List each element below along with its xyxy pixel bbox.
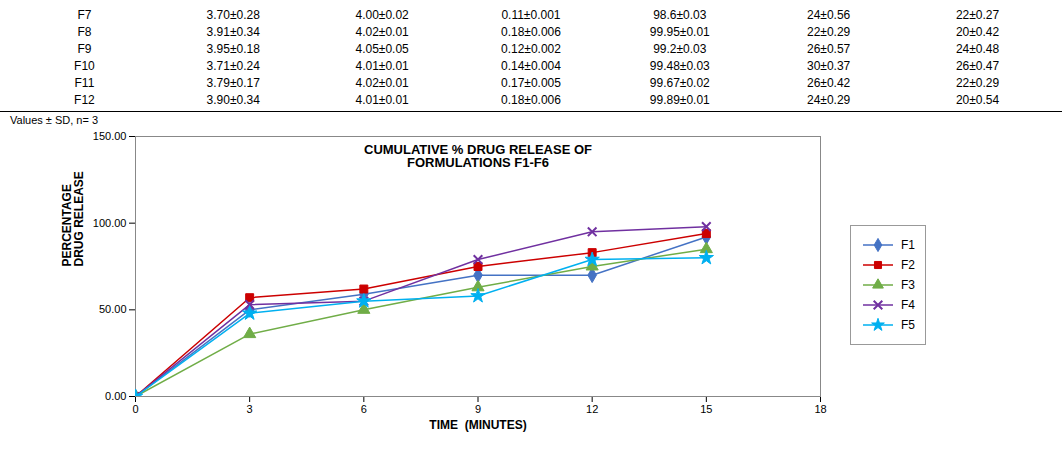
html-text:99.67±0.02: 99.67±0.02 [649,75,710,90]
html-text:F8: F8 [77,24,92,39]
html-text:3.79±0.17: 3.79±0.17 [206,75,260,90]
html-text:26±0.57: 26±0.57 [807,41,851,56]
html-text:0.12±0.002: 0.12±0.002 [501,41,561,56]
html-text:3.70±0.28: 3.70±0.28 [206,7,260,22]
html-text:99.89±0.01: 99.89±0.01 [649,92,710,107]
svg-text:9: 9 [475,403,481,415]
html-text:0.18±0.006: 0.18±0.006 [501,92,561,107]
html-text:4.01±0.01: 4.01±0.01 [355,58,409,73]
html-text:F1: F1 [901,238,915,252]
html-text:F4: F4 [901,298,915,312]
html-text:4.02±0.01: 4.02±0.01 [355,24,409,39]
html-text:4.00±0.02: 4.00±0.02 [355,7,409,22]
svg-text:50.00: 50.00 [99,303,127,315]
html-text:24±0.48: 24±0.48 [955,41,1000,56]
html-text:0.18±0.006: 0.18±0.006 [501,24,561,39]
svg-text:PERCENTAGEDRUG RELEASE: PERCENTAGEDRUG RELEASE [60,171,86,266]
html-text:0.17±0.005: 0.17±0.005 [501,75,561,90]
html-text:26±0.47: 26±0.47 [955,58,1000,73]
svg-text:0: 0 [132,403,138,415]
html-text:0.14±0.004: 0.14±0.004 [501,58,561,73]
html-text:30±0.37: 30±0.37 [807,58,851,73]
svg-text:18: 18 [814,403,826,415]
html-text:F12: F12 [74,92,95,107]
html-text:3.90±0.34: 3.90±0.34 [206,92,260,107]
html-text:99.95±0.01: 99.95±0.01 [649,24,710,39]
html-text:F2: F2 [901,258,915,272]
html-text:3.71±0.24: 3.71±0.24 [206,58,260,73]
html-text:F7: F7 [77,7,92,22]
html-text:F5: F5 [901,318,915,332]
html-text:22±0.27: 22±0.27 [955,7,1000,22]
html-text:3.91±0.34: 3.91±0.34 [206,24,260,39]
html-text:22±0.29: 22±0.29 [807,24,851,39]
html-text:4.05±0.05: 4.05±0.05 [355,41,409,56]
svg-text:CUMULATIVE % DRUG RELEASE OFFO: CUMULATIVE % DRUG RELEASE OFFORMULATIONS… [364,142,592,170]
html-text:Values ± SD, n= 3: Values ± SD, n= 3 [10,114,99,126]
svg-text:0.00: 0.00 [105,390,126,402]
html-text:F3: F3 [901,278,915,292]
html-text:F11: F11 [74,75,95,90]
html-text:4.01±0.01: 4.01±0.01 [355,92,409,107]
html-text:F9: F9 [77,41,92,56]
html-text:4.02±0.01: 4.02±0.01 [355,75,409,90]
svg-text:100.00: 100.00 [93,217,127,229]
svg-text:3: 3 [247,403,253,415]
svg-text:150.00: 150.00 [93,130,127,142]
html-text:F10: F10 [74,58,95,73]
html-text:20±0.42: 20±0.42 [955,24,1000,39]
html-text:98.6±0.03: 98.6±0.03 [653,7,707,22]
svg-text:15: 15 [700,403,712,415]
html-text:24±0.56: 24±0.56 [807,7,851,22]
html-text:3.95±0.18: 3.95±0.18 [206,41,260,56]
html-text:99.48±0.03: 99.48±0.03 [649,58,710,73]
svg-text:12: 12 [586,403,598,415]
svg-text:6: 6 [361,403,367,415]
html-text:99.2±0.03: 99.2±0.03 [653,41,707,56]
svg-text:TIME (MINUTES): TIME (MINUTES) [429,418,526,432]
html-text:22±0.29: 22±0.29 [955,75,1000,90]
html-text:26±0.42: 26±0.42 [807,75,851,90]
html-text:24±0.29: 24±0.29 [807,92,851,107]
html-text:0.11±0.001: 0.11±0.001 [501,7,561,22]
html-text:20±0.54: 20±0.54 [955,92,1000,107]
